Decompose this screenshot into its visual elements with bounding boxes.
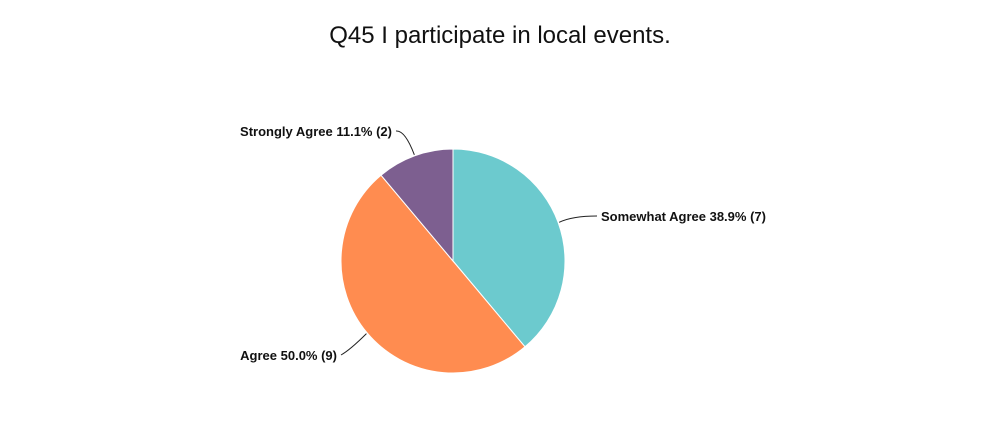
slice-label-0: Somewhat Agree 38.9% (7) <box>601 209 766 224</box>
leader-line-0 <box>558 215 598 223</box>
leader-lines <box>340 130 598 356</box>
chart-title: Q45 I participate in local events. <box>329 22 671 49</box>
pie-slice-0 <box>452 148 566 348</box>
leader-line-2 <box>395 130 415 155</box>
pie-slices <box>340 148 566 374</box>
pie-slice-2 <box>380 148 454 263</box>
pie-slice-1 <box>340 174 526 374</box>
slice-label-2: Strongly Agree 11.1% (2) <box>240 124 392 139</box>
slice-label-1: Agree 50.0% (9) <box>240 348 337 363</box>
slice-labels: Somewhat Agree 38.9% (7) Agree 50.0% (9) S… <box>240 124 766 363</box>
leader-line-1 <box>340 333 367 356</box>
